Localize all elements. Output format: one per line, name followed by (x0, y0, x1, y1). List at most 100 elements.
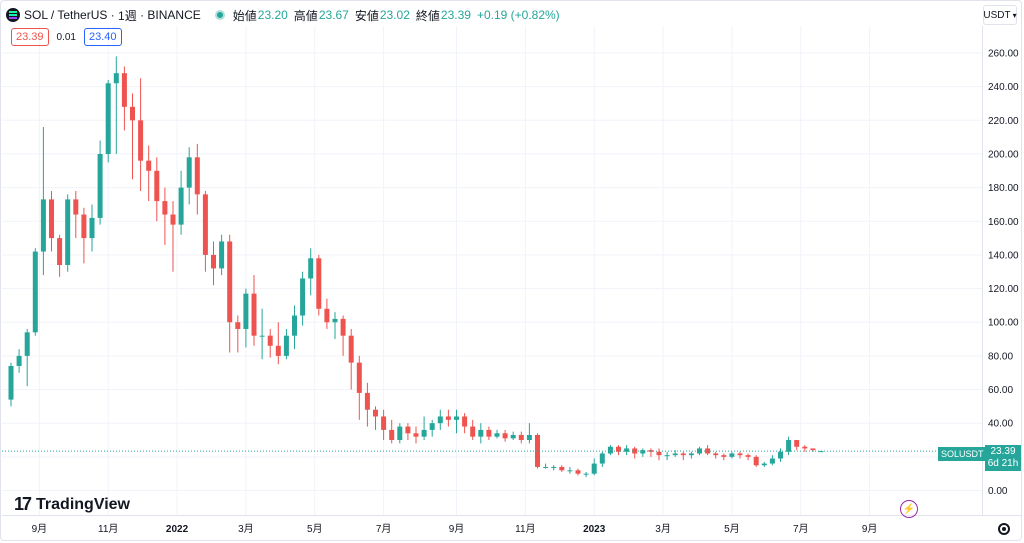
candle-body (97, 153, 103, 218)
currency-label: USDT (983, 9, 1011, 21)
lightning-icon[interactable]: ⚡ (900, 500, 918, 518)
candle (113, 56, 119, 154)
candle (251, 275, 257, 346)
sell-price-button[interactable]: 23.39 (11, 28, 49, 46)
candle-body (462, 416, 468, 427)
candle-body (510, 434, 516, 439)
candle-body (753, 456, 759, 466)
axes (2, 26, 1021, 516)
candle (170, 201, 176, 272)
exchange-label: BINANCE (147, 8, 201, 22)
y-tick-label: 100.00 (988, 318, 1019, 329)
candle (599, 451, 605, 467)
x-tick-label: 7月 (793, 523, 809, 535)
candle-body (373, 409, 378, 417)
x-tick-label: 11月 (515, 523, 535, 535)
candle-body (283, 335, 289, 356)
candle-body (729, 453, 735, 457)
candle-body (543, 466, 549, 468)
close-value: 23.39 (440, 8, 471, 22)
candle (121, 66, 127, 131)
candle (778, 448, 783, 462)
tradingview-logo[interactable]: 17 TradingView (14, 494, 130, 515)
low-value: 23.02 (379, 8, 410, 22)
candle (211, 241, 216, 286)
candle (616, 445, 621, 456)
candle (267, 328, 273, 358)
interval-label[interactable]: 1週 (118, 8, 137, 23)
candle (535, 433, 540, 469)
candle (340, 315, 346, 356)
tradingview-logo-mark: 17 (14, 494, 32, 514)
close-label: 終値 (415, 8, 440, 23)
time-axis-labels[interactable]: 9月 11月 2022 3月 5月 7月 9月 11月 2023 3月 5月 7月 9月 (32, 523, 878, 535)
candle (802, 445, 808, 452)
candle (737, 451, 743, 459)
y-tick-label: 120.00 (988, 284, 1019, 295)
candle (648, 448, 654, 457)
symbol-price-badge: SOLUSDT (938, 447, 987, 461)
candle-body (324, 308, 330, 323)
candle-body (113, 73, 119, 84)
candle-body (664, 455, 670, 457)
candle-body (494, 433, 500, 437)
candle (65, 194, 71, 272)
candle-body (486, 429, 492, 437)
candle-body (429, 423, 435, 430)
candle (405, 423, 411, 441)
candle-body (16, 355, 22, 366)
currency-button[interactable]: USDT ▾ (983, 5, 1017, 25)
candle (194, 143, 200, 215)
candle-body (251, 293, 257, 336)
candle (397, 423, 403, 444)
y-tick-label: 160.00 (988, 217, 1019, 228)
candle-body (697, 448, 702, 454)
candle-body (24, 332, 30, 356)
candle-body (713, 453, 719, 456)
grid-lines (2, 26, 982, 515)
candle (705, 445, 711, 456)
candle-body (769, 458, 775, 464)
candle-body (437, 416, 443, 424)
candle (162, 187, 168, 245)
candle (8, 362, 14, 407)
x-tick-label: 9月 (32, 523, 48, 535)
candle-body (308, 258, 314, 279)
price-axis-labels[interactable]: 0.0020.0040.0060.0080.00100.00120.00140.… (988, 49, 1019, 498)
candle-body (186, 157, 192, 188)
y-tick-label: 200.00 (988, 149, 1019, 160)
candle-body (275, 345, 281, 356)
candle (40, 127, 46, 276)
y-tick-label: 220.00 (988, 116, 1019, 127)
candle (656, 448, 662, 461)
candle-body (202, 194, 208, 255)
candle-body (300, 278, 306, 316)
candle (243, 288, 249, 348)
x-tick-label: 3月 (655, 523, 671, 535)
bar-countdown: 6d 21h (987, 458, 1019, 469)
candle-body (170, 214, 176, 225)
candle (356, 355, 362, 420)
candles (8, 56, 824, 478)
candle (745, 453, 751, 461)
candle (583, 471, 589, 478)
candle (470, 419, 476, 441)
candle (437, 409, 443, 430)
candle-body (421, 429, 427, 437)
candle-body (640, 450, 646, 454)
buy-price-button[interactable]: 23.40 (84, 28, 122, 46)
market-open-dot-icon[interactable] (214, 10, 225, 20)
candle-body (656, 451, 662, 456)
settings-gear-icon[interactable] (998, 523, 1010, 535)
candle-body (802, 446, 808, 449)
high-label: 高値 (293, 8, 318, 23)
symbol-name[interactable]: SOL / TetherUS (24, 8, 108, 22)
x-tick-label: 3月 (238, 523, 254, 535)
candle (632, 446, 638, 459)
candle (494, 429, 500, 439)
candle-body (364, 392, 370, 410)
candle (105, 79, 111, 163)
candle (680, 451, 686, 461)
candle-body (348, 335, 354, 363)
